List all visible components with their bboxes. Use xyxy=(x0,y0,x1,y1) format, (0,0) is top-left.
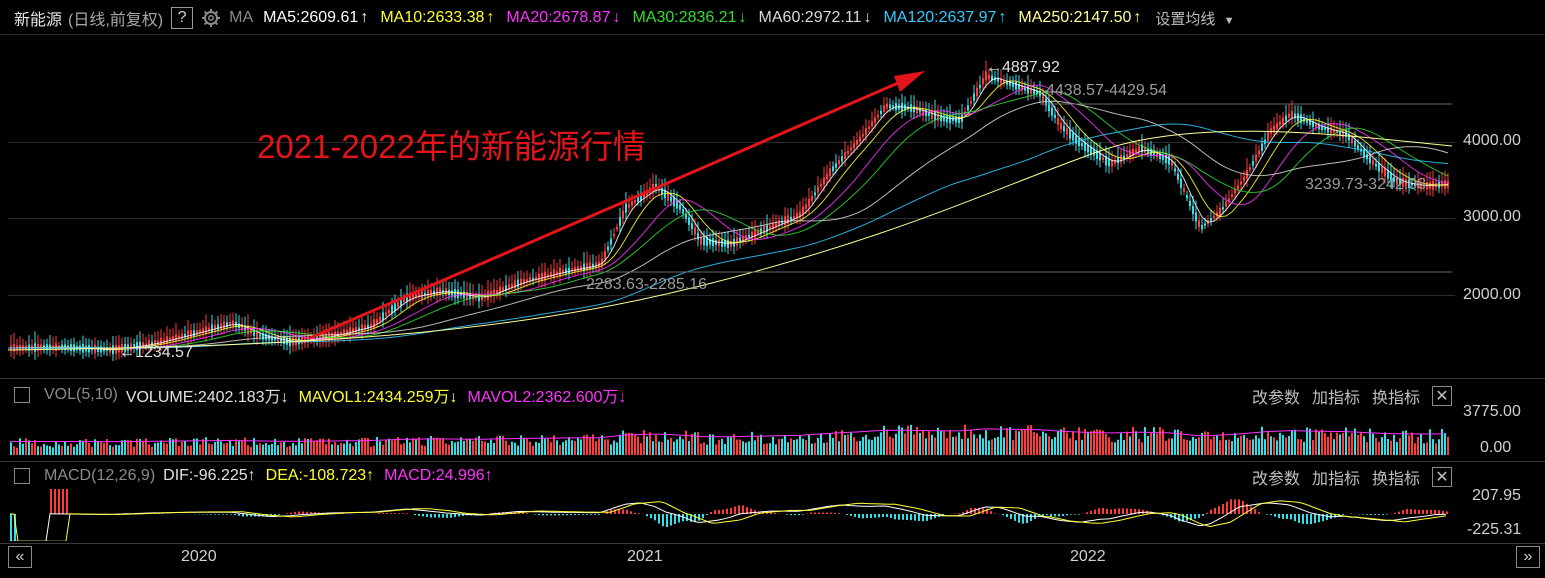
ma-settings-button[interactable]: 设置均线 ▼ xyxy=(1155,8,1234,29)
ma-value: MA5:2609.61 ↑ xyxy=(263,9,369,26)
volume-chart-canvas xyxy=(10,424,1449,455)
ma-value: MA60:2972.11 ↓ xyxy=(758,9,872,26)
volume-value: VOLUME:2402.183万↓ xyxy=(125,389,289,406)
high-value: 4887.92 xyxy=(1002,59,1060,76)
double-chevron-right-icon: » xyxy=(1523,548,1533,565)
chevron-down-icon: ▼ xyxy=(1223,14,1235,27)
macd-panel-buttons: 改参数 加指标 换指标 ✕ xyxy=(1240,465,1452,489)
volume-chart[interactable]: 3775.00 0.00 xyxy=(0,403,1545,460)
scroll-right-button[interactable]: » xyxy=(1516,546,1540,568)
mavol1-value: MAVOL1:2434.259万↓ xyxy=(298,389,458,406)
close-icon[interactable]: ✕ xyxy=(1432,467,1452,487)
help-button[interactable]: ? xyxy=(171,7,194,29)
macd-chart-canvas xyxy=(10,489,1448,541)
scroll-left-button[interactable]: « xyxy=(8,546,32,568)
time-label: 2020 xyxy=(181,548,217,565)
macd-toggle[interactable] xyxy=(14,468,30,484)
add-indicator-button[interactable]: 加指标 xyxy=(1311,471,1360,488)
mavol2-value: MAVOL2:2362.600万↓ xyxy=(467,389,627,406)
price-chart[interactable]: 4000.00 3000.00 2000.00 2021-2022年的新能源行情… xyxy=(0,36,1545,376)
time-label: 2021 xyxy=(627,548,663,565)
ma-value: MA20:2678.87 ↓ xyxy=(506,9,621,26)
volume-header: VOL(5,10) VOLUME:2402.183万↓ MAVOL1:2434.… xyxy=(14,384,1545,406)
price-chart-canvas xyxy=(7,60,1453,362)
volume-axis-bottom: 0.00 xyxy=(1480,439,1512,456)
price-axis-label: 2000.00 xyxy=(1463,286,1521,303)
dif-value: DIF:-96.225↑ xyxy=(163,467,256,484)
macd-header: MACD(12,26,9) DIF:-96.225↑ DEA:-108.723↑… xyxy=(14,465,1545,487)
swap-indicator-button[interactable]: 换指标 xyxy=(1371,471,1420,488)
high-mark: ←4887.92 xyxy=(986,59,1060,76)
macd-value: MACD:24.996↑ xyxy=(384,467,493,484)
swap-indicator-button[interactable]: 换指标 xyxy=(1371,390,1420,407)
volume-label: VOL(5,10) xyxy=(44,386,118,403)
double-chevron-left-icon: « xyxy=(15,548,25,565)
add-indicator-button[interactable]: 加指标 xyxy=(1311,390,1360,407)
ma-value: MA10:2633.38 ↑ xyxy=(380,9,495,26)
change-params-button[interactable]: 改参数 xyxy=(1251,471,1300,488)
ma-values: MA5:2609.61 ↑ MA10:2633.38 ↑ MA20:2678.87 ↓ MA… xyxy=(263,9,1153,27)
macd-label: MACD(12,26,9) xyxy=(44,467,156,484)
macd-axis-bottom: -225.31 xyxy=(1467,521,1522,538)
ma-value: MA120:2637.97 ↑ xyxy=(883,9,1007,26)
ma-settings-label: 设置均线 xyxy=(1155,10,1216,28)
time-axis: « 2020 2021 2022 » xyxy=(0,544,1545,570)
range-mark-c: 3239.73-3242.08 xyxy=(1305,176,1426,193)
volume-toggle[interactable] xyxy=(14,387,30,403)
ma-value: MA30:2836.21 ↓ xyxy=(632,9,747,26)
range-mark-b: 2283.63-2285.16 xyxy=(586,276,707,293)
volume-axis-top: 3775.00 xyxy=(1463,403,1521,420)
macd-axis-top: 207.95 xyxy=(1472,487,1521,504)
price-axis-label: 4000.00 xyxy=(1463,132,1521,149)
change-params-button[interactable]: 改参数 xyxy=(1251,390,1300,407)
index-name: 新能源 xyxy=(14,12,63,29)
range-mark-a: 4438.57-4429.54 xyxy=(1046,82,1167,99)
dea-value: DEA:-108.723↑ xyxy=(265,467,375,484)
price-axis-label: 3000.00 xyxy=(1463,208,1521,225)
gear-icon[interactable] xyxy=(201,8,221,28)
close-icon[interactable]: ✕ xyxy=(1432,386,1452,406)
chart-header: 新能源 (日线,前复权) ? MA MA5:2609.61 ↑ MA10:2633.… xyxy=(14,6,1545,30)
macd-chart[interactable]: 207.95 -225.31 xyxy=(0,487,1545,541)
trend-annotation: 2021-2022年的新能源行情 xyxy=(257,128,646,165)
low-value: 1234.57 xyxy=(135,344,193,361)
time-label: 2022 xyxy=(1070,548,1106,565)
help-icon: ? xyxy=(177,9,187,26)
volume-panel-buttons: 改参数 加指标 换指标 ✕ xyxy=(1240,384,1452,408)
ma-label: MA xyxy=(229,9,254,26)
ma-value: MA250:2147.50 ↑ xyxy=(1018,9,1142,26)
low-mark: ←1234.57 xyxy=(119,344,193,361)
period-label: (日线,前复权) xyxy=(68,12,164,29)
